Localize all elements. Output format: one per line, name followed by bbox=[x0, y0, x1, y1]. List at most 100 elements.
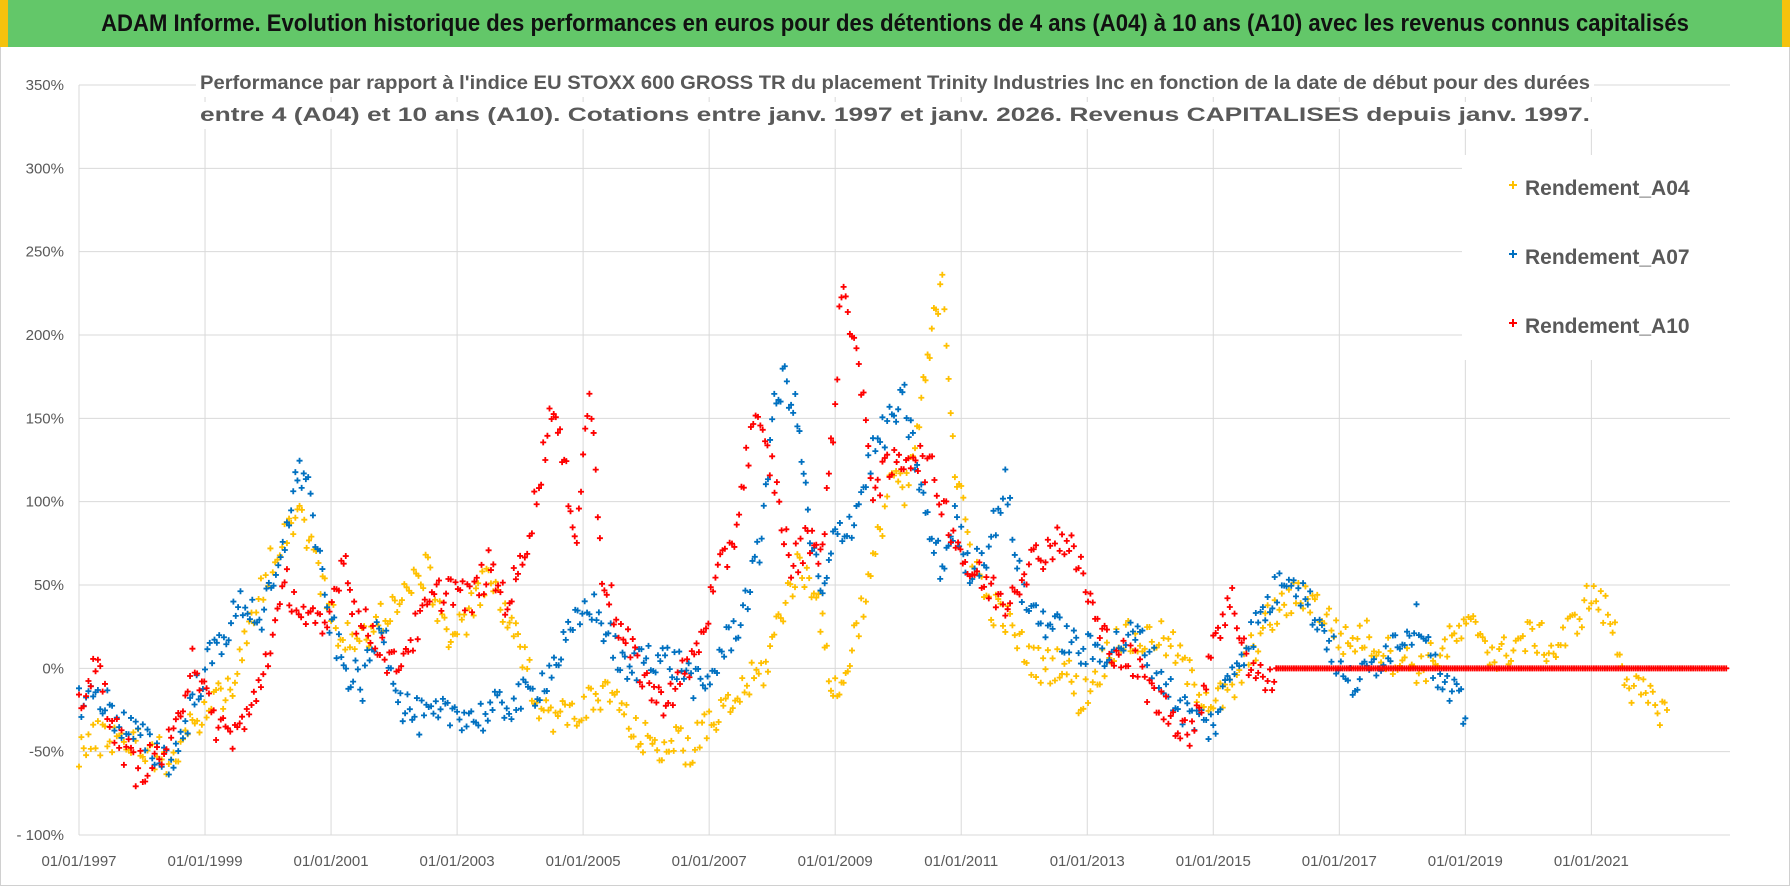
data-point-Rendement_A07 bbox=[184, 730, 191, 737]
data-point-Rendement_A07 bbox=[256, 616, 263, 623]
data-point-Rendement_A10 bbox=[983, 574, 990, 581]
data-point-Rendement_A04 bbox=[306, 537, 313, 544]
data-point-Rendement_A07 bbox=[794, 423, 801, 430]
data-point-Rendement_A10 bbox=[234, 724, 241, 731]
data-point-Rendement_A04 bbox=[1642, 689, 1649, 696]
data-point-Rendement_A10 bbox=[578, 488, 585, 495]
data-point-Rendement_A07 bbox=[550, 654, 557, 661]
data-point-Rendement_A07 bbox=[1151, 644, 1158, 651]
data-point-Rendement_A07 bbox=[747, 589, 754, 596]
data-point-Rendement_A10 bbox=[728, 540, 735, 547]
data-point-Rendement_A07 bbox=[740, 602, 747, 609]
data-point-Rendement_A07 bbox=[125, 731, 132, 738]
data-point-Rendement_A04 bbox=[689, 759, 696, 766]
data-point-Rendement_A04 bbox=[1068, 678, 1075, 685]
data-point-Rendement_A07 bbox=[1075, 650, 1082, 657]
data-point-Rendement_A07 bbox=[387, 665, 394, 672]
y-tick-label: 350% bbox=[26, 77, 64, 94]
data-point-Rendement_A10 bbox=[125, 736, 132, 743]
data-point-Rendement_A04 bbox=[945, 375, 952, 382]
data-point-Rendement_A04 bbox=[308, 533, 315, 540]
data-point-Rendement_A10 bbox=[1061, 551, 1068, 558]
data-point-Rendement_A04 bbox=[668, 737, 675, 744]
data-point-Rendement_A07 bbox=[487, 699, 494, 706]
data-point-Rendement_A04 bbox=[1283, 612, 1290, 619]
data-point-Rendement_A10 bbox=[381, 656, 388, 663]
data-point-Rendement_A07 bbox=[456, 716, 463, 723]
data-point-Rendement_A10 bbox=[634, 652, 641, 659]
data-point-Rendement_A10 bbox=[438, 607, 445, 614]
data-point-Rendement_A04 bbox=[799, 575, 806, 582]
data-point-Rendement_A10 bbox=[99, 688, 106, 695]
data-point-Rendement_A04 bbox=[1163, 652, 1170, 659]
data-point-Rendement_A07 bbox=[657, 658, 664, 665]
data-point-Rendement_A07 bbox=[1330, 633, 1337, 640]
data-point-Rendement_A10 bbox=[360, 624, 367, 631]
data-point-Rendement_A07 bbox=[132, 718, 139, 725]
data-point-Rendement_A04 bbox=[1654, 710, 1661, 717]
data-point-Rendement_A10 bbox=[795, 569, 802, 576]
data-point-Rendement_A10 bbox=[274, 605, 281, 612]
data-point-Rendement_A10 bbox=[1245, 672, 1252, 679]
data-point-Rendement_A10 bbox=[613, 616, 620, 623]
data-point-Rendement_A04 bbox=[758, 660, 765, 667]
data-point-Rendement_A04 bbox=[479, 568, 486, 575]
data-point-Rendement_A10 bbox=[165, 726, 172, 733]
data-point-Rendement_A04 bbox=[1543, 658, 1550, 665]
data-point-Rendement_A04 bbox=[1590, 583, 1597, 590]
data-point-Rendement_A10 bbox=[476, 592, 483, 599]
data-point-Rendement_A04 bbox=[935, 310, 942, 317]
data-point-Rendement_A04 bbox=[903, 469, 910, 476]
data-point-Rendement_A07 bbox=[607, 620, 614, 627]
data-point-Rendement_A04 bbox=[441, 614, 448, 621]
data-point-Rendement_A04 bbox=[92, 745, 99, 752]
data-point-Rendement_A10 bbox=[988, 580, 995, 587]
data-point-Rendement_A07 bbox=[966, 580, 973, 586]
data-point-Rendement_A10 bbox=[724, 563, 731, 570]
data-point-Rendement_A07 bbox=[477, 700, 484, 707]
data-point-Rendement_A07 bbox=[1387, 658, 1394, 665]
data-point-Rendement_A10 bbox=[1184, 731, 1191, 738]
data-point-Rendement_A04 bbox=[801, 584, 808, 591]
data-point-Rendement_A07 bbox=[421, 712, 428, 719]
x-tick-label: 01/01/2019 bbox=[1428, 853, 1503, 870]
data-point-Rendement_A10 bbox=[1203, 686, 1210, 693]
data-point-Rendement_A07 bbox=[823, 574, 830, 581]
data-point-Rendement_A04 bbox=[1011, 632, 1018, 639]
data-point-Rendement_A10 bbox=[879, 458, 886, 465]
data-point-Rendement_A04 bbox=[630, 733, 637, 740]
data-point-Rendement_A10 bbox=[260, 671, 267, 678]
data-point-Rendement_A10 bbox=[825, 470, 832, 477]
data-point-Rendement_A07 bbox=[333, 655, 340, 662]
data-point-Rendement_A07 bbox=[515, 681, 522, 688]
data-point-Rendement_A07 bbox=[1252, 609, 1259, 616]
data-point-Rendement_A04 bbox=[999, 622, 1006, 629]
data-point-Rendement_A07 bbox=[1240, 662, 1247, 669]
data-point-Rendement_A10 bbox=[809, 527, 816, 534]
data-point-Rendement_A07 bbox=[1321, 627, 1328, 634]
data-point-Rendement_A10 bbox=[1167, 712, 1174, 719]
data-point-Rendement_A10 bbox=[943, 498, 950, 505]
data-point-Rendement_A04 bbox=[599, 682, 606, 689]
data-point-Rendement_A10 bbox=[400, 650, 407, 657]
data-point-Rendement_A10 bbox=[557, 426, 564, 433]
data-point-Rendement_A07 bbox=[1314, 626, 1321, 633]
data-point-Rendement_A10 bbox=[688, 648, 695, 655]
data-point-Rendement_A04 bbox=[1609, 629, 1616, 636]
data-point-Rendement_A07 bbox=[935, 537, 942, 544]
y-tick-label: 100% bbox=[26, 494, 64, 511]
data-point-Rendement_A04 bbox=[941, 306, 948, 313]
data-point-Rendement_A07 bbox=[1066, 649, 1073, 656]
data-point-Rendement_A07 bbox=[218, 651, 225, 658]
data-point-Rendement_A07 bbox=[1266, 609, 1273, 616]
data-point-Rendement_A10 bbox=[1137, 656, 1144, 663]
data-point-Rendement_A07 bbox=[447, 722, 454, 729]
data-point-Rendement_A10 bbox=[865, 443, 872, 450]
data-point-Rendement_A04 bbox=[860, 613, 867, 620]
data-point-Rendement_A04 bbox=[1375, 649, 1382, 656]
data-point-Rendement_A04 bbox=[787, 581, 794, 588]
data-point-Rendement_A04 bbox=[391, 597, 398, 604]
data-point-Rendement_A04 bbox=[372, 613, 379, 620]
data-point-Rendement_A04 bbox=[1356, 622, 1363, 629]
data-point-Rendement_A10 bbox=[891, 447, 898, 454]
